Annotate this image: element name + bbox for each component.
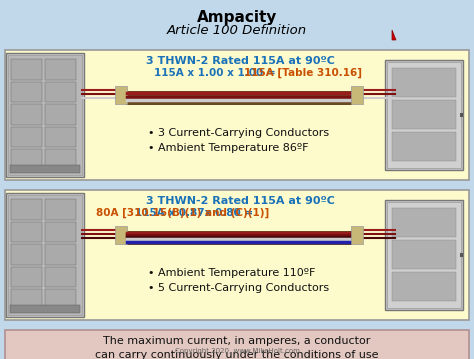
- Bar: [45, 244, 76, 265]
- Text: 115A [Table 310.16]: 115A [Table 310.16]: [244, 68, 362, 78]
- Text: 115A x 1.00 x 1.00 = 115A [Table 310.16]: 115A x 1.00 x 1.00 = 115A [Table 310.16]: [118, 68, 362, 78]
- Bar: [45, 104, 76, 125]
- Bar: [126, 231, 352, 245]
- Bar: [387, 202, 461, 308]
- Bar: [45, 59, 76, 80]
- Text: • 3 Current-Carrying Conductors: • 3 Current-Carrying Conductors: [148, 128, 329, 138]
- Text: 115A x 1.00 x 1.00 =: 115A x 1.00 x 1.00 =: [154, 68, 279, 78]
- Text: • Ambient Temperature 110ºF: • Ambient Temperature 110ºF: [148, 268, 315, 278]
- Bar: [11, 199, 42, 220]
- Bar: [6, 193, 84, 317]
- Text: 80A [310.15(B)(1) and (C)(1)]: 80A [310.15(B)(1) and (C)(1)]: [96, 208, 269, 218]
- Text: can carry continuously under the conditions of use: can carry continuously under the conditi…: [95, 350, 379, 359]
- Bar: [11, 104, 42, 125]
- Text: • 5 Current-Carrying Conductors: • 5 Current-Carrying Conductors: [148, 283, 329, 293]
- Bar: [45, 267, 76, 288]
- Bar: [11, 222, 42, 242]
- Bar: [392, 240, 456, 269]
- Bar: [45, 289, 76, 310]
- Bar: [45, 127, 76, 148]
- Bar: [11, 59, 42, 80]
- Bar: [11, 244, 42, 265]
- Text: • Ambient Temperature 86ºF: • Ambient Temperature 86ºF: [148, 143, 309, 153]
- Bar: [385, 200, 463, 310]
- Bar: [11, 149, 42, 170]
- Text: 115A x 0.87x 0.80 =: 115A x 0.87x 0.80 =: [135, 208, 256, 218]
- Bar: [385, 60, 463, 170]
- Bar: [392, 132, 456, 161]
- Text: Article 100 Definition: Article 100 Definition: [167, 24, 307, 37]
- Bar: [351, 86, 363, 104]
- Bar: [45, 149, 76, 170]
- Text: 3 THWN-2 Rated 115A at 90ºC: 3 THWN-2 Rated 115A at 90ºC: [146, 56, 335, 66]
- FancyBboxPatch shape: [5, 330, 469, 359]
- FancyBboxPatch shape: [5, 50, 469, 180]
- Bar: [392, 208, 456, 237]
- Bar: [11, 81, 42, 102]
- Bar: [45, 81, 76, 102]
- Bar: [392, 272, 456, 301]
- Bar: [115, 86, 127, 104]
- Bar: [115, 226, 127, 244]
- Bar: [45, 222, 76, 242]
- Bar: [392, 68, 456, 97]
- Bar: [10, 165, 80, 173]
- Bar: [460, 253, 463, 257]
- Text: Copyright 2020, www.MikeHolt.com: Copyright 2020, www.MikeHolt.com: [174, 348, 300, 354]
- Bar: [10, 305, 80, 313]
- Text: The maximum current, in amperes, a conductor: The maximum current, in amperes, a condu…: [103, 336, 371, 346]
- Bar: [126, 91, 352, 105]
- Bar: [11, 267, 42, 288]
- Bar: [460, 113, 463, 117]
- FancyBboxPatch shape: [5, 190, 469, 320]
- Bar: [11, 289, 42, 310]
- Bar: [351, 226, 363, 244]
- Bar: [11, 127, 42, 148]
- Polygon shape: [392, 30, 396, 40]
- Text: 3 THWN-2 Rated 115A at 90ºC: 3 THWN-2 Rated 115A at 90ºC: [146, 196, 335, 206]
- Bar: [8, 55, 82, 175]
- Bar: [392, 100, 456, 129]
- Bar: [8, 195, 82, 315]
- Bar: [387, 62, 461, 168]
- Bar: [45, 199, 76, 220]
- Text: Ampacity: Ampacity: [197, 10, 277, 25]
- Bar: [6, 53, 84, 177]
